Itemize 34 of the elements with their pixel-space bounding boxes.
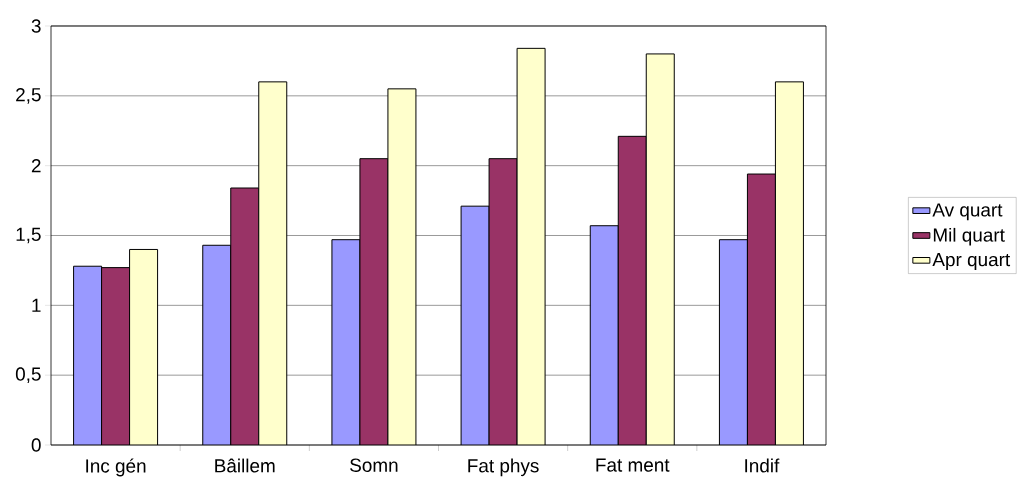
y-tick-label: 1,5 [16,227,41,244]
y-tick-label: 3 [31,19,41,33]
bar [331,239,360,445]
x-tick-label: Fat ment [596,458,670,472]
bar [461,206,490,445]
bar [646,53,675,445]
bar [129,249,158,445]
bar [387,88,416,445]
legend-label: Mil quart [933,227,1005,246]
bar [489,158,518,445]
y-tick-label: 0 [31,438,41,452]
x-tick-label: Bâillem [215,458,275,473]
bar [517,48,546,445]
x-tick-label: Inc gén [86,458,146,477]
legend-label: Av quart [932,203,1003,221]
bar [618,136,647,445]
bar [718,239,748,445]
bar [746,173,776,445]
x-tick-label: Somn [350,458,398,472]
x-tick-label: Indif [745,458,780,473]
bar [230,188,259,445]
bar [774,81,804,445]
y-tick-label: 0,5 [15,367,41,383]
x-tick-label: Fat phys [468,458,539,477]
bar [590,225,619,445]
bar [258,81,287,445]
y-tick-label: 2 [31,159,41,173]
bar [73,266,102,445]
y-tick-label: 1 [32,298,41,312]
legend-label: Apr quart [932,253,1011,271]
bar [359,158,388,445]
bar [101,267,130,445]
bar [202,245,231,445]
y-tick-label: 2,5 [16,88,41,104]
